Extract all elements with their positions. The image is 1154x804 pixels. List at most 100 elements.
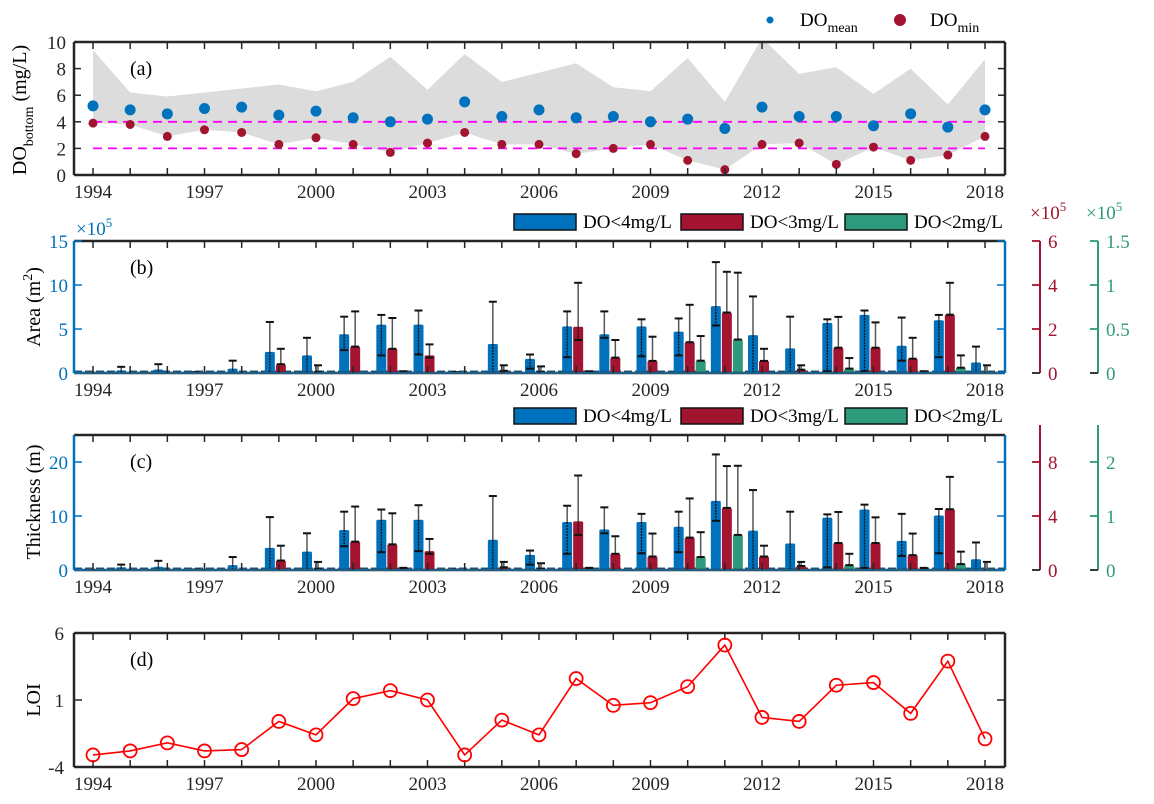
loi-point: [717, 637, 733, 653]
do-mean-point: [347, 112, 359, 124]
loi-point: [420, 692, 435, 708]
do-mean-point: [756, 101, 768, 113]
do-mean-point: [830, 110, 842, 122]
x-tick-label: 2015: [855, 182, 893, 203]
do-min-point: [460, 127, 470, 137]
bar-do4mgl: [933, 320, 944, 373]
do-mean-point: [236, 101, 248, 113]
do-min-point: [534, 139, 544, 149]
exponent: 5: [1116, 199, 1123, 214]
legend-label-do-mean: DOmean: [800, 10, 858, 36]
bar-do3mgl: [759, 556, 769, 570]
legend-label: DO<3mg/L: [750, 212, 839, 233]
x-tick-label: 2009: [632, 182, 670, 203]
axis-exponent-label: ×105: [76, 215, 112, 240]
bar-do3mgl: [684, 537, 695, 570]
bar-do3mgl: [907, 555, 918, 570]
y-tick-label: 10: [49, 507, 68, 528]
do-min-point: [237, 127, 247, 137]
loi-point: [197, 743, 212, 759]
legend-label: DO<2mg/L: [914, 406, 1003, 427]
do-min-point: [571, 149, 581, 159]
do-min-point: [906, 155, 916, 165]
legend-label: DO<3mg/L: [750, 406, 839, 427]
do-min-point: [385, 147, 395, 157]
x-tick-label: 1997: [186, 577, 224, 598]
loi-point: [271, 714, 287, 729]
do-mean-point: [905, 108, 917, 120]
bar-do3mgl: [833, 347, 844, 373]
x-tick-label: 1994: [74, 577, 113, 598]
legend-base: DO: [930, 10, 957, 31]
do-min-point: [869, 142, 878, 152]
do-min-point: [831, 159, 841, 169]
bar-do3mgl: [350, 346, 361, 373]
legend-label: DO<2mg/L: [914, 212, 1003, 233]
do-min-point: [125, 119, 135, 129]
y-tick-label-right2: 1.5: [1106, 232, 1130, 253]
do-mean-point: [496, 110, 508, 122]
legend-label-do-min: DOmin: [930, 10, 979, 36]
do-mean-point: [310, 105, 322, 117]
legend-swatch: [680, 213, 744, 231]
loi-point: [457, 747, 473, 763]
bar-do4mgl: [710, 306, 721, 373]
legend-swatch: [513, 213, 577, 231]
bar-do3mgl: [610, 357, 621, 373]
y-tick-label: 8: [57, 60, 67, 81]
y-tick-label: 6: [57, 86, 67, 107]
loi-point: [122, 743, 138, 759]
do-mean-point: [607, 110, 619, 122]
loi-point: [940, 653, 956, 669]
bar-do4mgl: [302, 355, 312, 373]
legend: DOmean DOmin: [766, 10, 979, 36]
y-tick-label-right1: 0: [1048, 561, 1058, 582]
do-mean-point: [979, 104, 991, 116]
x-tick-label: 2003: [409, 774, 447, 795]
bar-do3mgl: [759, 360, 769, 373]
legend: DO<4mg/L DO<3mg/L DO<2mg/L: [513, 212, 1003, 233]
x-tick-label: 2003: [409, 182, 447, 203]
legend-swatch: [844, 407, 908, 425]
x-tick-label: 2003: [409, 380, 447, 401]
do-mean-point: [719, 122, 731, 134]
loi-point: [382, 683, 398, 699]
bar-do2mgl: [695, 557, 706, 570]
bar-do3mgl: [610, 553, 621, 570]
loi-point: [754, 710, 770, 725]
y-tick-label: 0: [57, 166, 67, 187]
panel-b: 1994 1997 2000 2003 2006 2009 2012 2015 20180510…: [21, 199, 1130, 401]
bar-do2mgl: [732, 339, 743, 373]
x-tick-label: 2009: [632, 774, 670, 795]
bar-do4mgl: [710, 500, 721, 570]
x-tick-label: 2018: [966, 182, 1004, 203]
bar-do4mgl: [339, 334, 350, 373]
bar-do3mgl: [944, 314, 955, 373]
panel-label: (d): [130, 649, 153, 671]
x-tick-label: 2018: [966, 380, 1004, 401]
y-label-sub: bottom: [22, 106, 37, 146]
panel-d: 1994 1997 2000 2003 2006 2009 2012 2015 2018 -4 1 6…: [23, 624, 1007, 795]
bar-do3mgl: [721, 507, 732, 570]
bar-do3mgl: [275, 560, 286, 570]
y-tick-label-right1: 6: [1048, 232, 1058, 253]
do-mean-point: [533, 104, 545, 116]
y-tick-label-right2: 0: [1106, 561, 1116, 582]
bar-do3mgl: [387, 348, 398, 373]
bar-do4mgl: [971, 559, 981, 570]
x-tick-label: 2012: [743, 774, 781, 795]
x-tick-label: 2003: [409, 577, 447, 598]
bar-do3mgl: [350, 541, 361, 570]
y-label-end: ): [23, 267, 45, 274]
loi-point: [866, 675, 881, 690]
y-label-main: Area (m: [23, 280, 45, 347]
loi-point: [605, 697, 621, 713]
x-tick-label: 1994: [74, 774, 113, 795]
bar-do4mgl: [636, 326, 647, 373]
x-tick-label: 2012: [743, 380, 781, 401]
exponent: 5: [106, 215, 113, 230]
y-label-sup: 2: [21, 274, 36, 281]
bar-do4mgl: [562, 326, 573, 373]
x-tick-label: 2000: [297, 577, 335, 598]
